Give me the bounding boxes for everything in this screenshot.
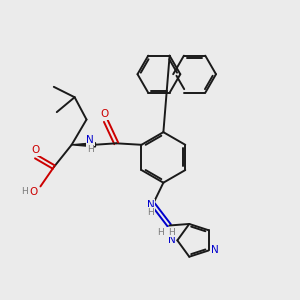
Text: O: O (100, 110, 109, 119)
Text: O: O (32, 145, 40, 155)
Text: N: N (167, 235, 175, 245)
Text: H: H (22, 187, 28, 196)
Text: N: N (211, 245, 219, 255)
Text: H: H (168, 227, 175, 236)
Text: N: N (147, 200, 154, 210)
Text: H: H (158, 227, 164, 236)
Text: H: H (87, 146, 94, 154)
Text: H: H (147, 208, 154, 217)
Polygon shape (72, 143, 95, 147)
Text: N: N (86, 135, 94, 145)
Text: O: O (30, 187, 38, 197)
